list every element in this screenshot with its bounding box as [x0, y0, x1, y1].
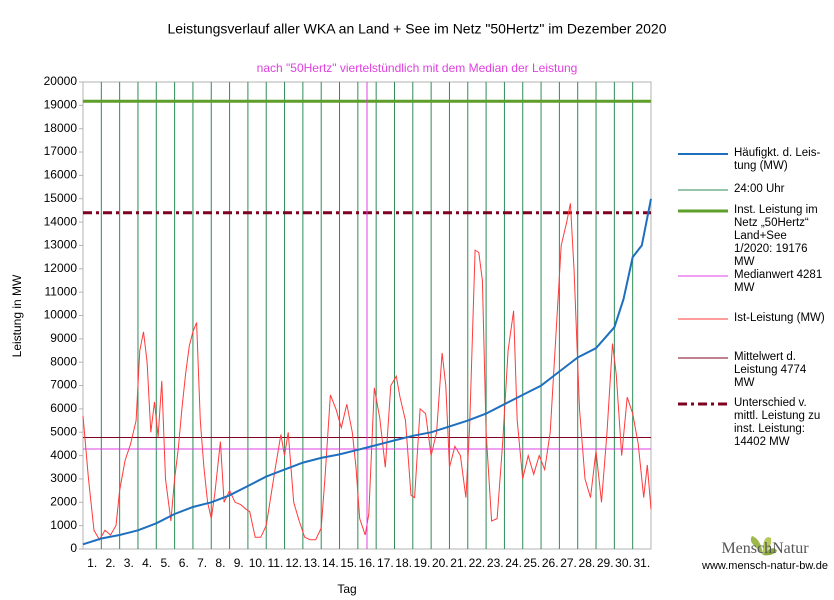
y-tick-label: 15000 [44, 191, 78, 205]
x-tick-label: 22. [469, 556, 486, 570]
legend-entry: Medianwert 4281 MW [678, 269, 828, 295]
legend-label: Häufigkt. d. Leis-tung (MW) [734, 147, 821, 172]
x-tick-label: 26. [542, 556, 559, 570]
legend-label: Ist-Leistung (MW) [734, 312, 825, 324]
legend-entry: Häufigkt. d. Leis-tung (MW) [678, 147, 828, 173]
y-tick-label: 9000 [50, 331, 77, 345]
y-tick-label: 17000 [44, 144, 78, 158]
x-tick-label: 19. [414, 556, 431, 570]
series-line [82, 198, 652, 546]
y-tick-label: 1000 [50, 518, 77, 532]
chart-title: Leistungsverlauf aller WKA an Land + See… [167, 21, 666, 37]
x-tick-label: 24. [505, 556, 522, 570]
x-tick-label: 12. [285, 556, 302, 570]
y-tick-label: 11000 [45, 284, 78, 298]
y-tick-label: 20000 [44, 74, 78, 88]
x-tick-label: 20. [432, 556, 449, 570]
y-tick-label: 18000 [44, 121, 78, 135]
y-tick-label: 3000 [50, 471, 77, 485]
legend-label: 24:00 Uhr [734, 183, 785, 195]
legend-swatch [678, 357, 728, 359]
x-tick-label: 11. [267, 556, 283, 570]
legend-label: Medianwert 4281 MW [734, 269, 823, 294]
x-tick-label: 5. [160, 556, 170, 570]
x-tick-label: 3. [124, 556, 134, 570]
chart-subtitle: nach "50Hertz" viertelstündlich mit dem … [257, 61, 578, 75]
x-tick-label: 10. [249, 556, 266, 570]
logo-text: MenschNatur [721, 540, 809, 557]
legend-entry: 24:00 Uhr [678, 183, 828, 196]
x-tick-label: 6. [179, 556, 189, 570]
y-tick-label: 12000 [44, 261, 78, 275]
logo-leaf [750, 536, 777, 556]
legend-entry: Unterschied v. mittl. Leistung zu inst. … [678, 397, 828, 449]
x-axis-label: Tag [337, 582, 356, 596]
y-tick-label: 6000 [50, 401, 77, 415]
legend-label: Unterschied v. mittl. Leistung zu inst. … [734, 397, 821, 448]
y-tick-label: 19000 [44, 98, 78, 112]
x-tick-label: 29. [597, 556, 614, 570]
logo-url: www.mensch-natur-bw.de [702, 560, 828, 572]
y-tick-label: 4000 [50, 448, 77, 462]
x-tick-label: 8. [215, 556, 225, 570]
legend-swatch [678, 189, 728, 191]
x-tick-label: 1. [87, 556, 97, 570]
legend-swatch [678, 209, 728, 213]
y-tick-label: 14000 [44, 214, 78, 228]
legend-swatch [678, 275, 728, 277]
x-tick-label: 16. [359, 556, 376, 570]
y-tick-label: 2000 [50, 494, 77, 508]
y-axis-label: Leistung in MW [10, 274, 24, 357]
y-tick-label: 7000 [50, 378, 77, 392]
legend-entry: Inst. Leistung im Netz „50Hertz“ Land+Se… [678, 204, 828, 269]
y-tick-label: 13000 [44, 238, 78, 252]
y-tick-label: 8000 [50, 354, 77, 368]
logo: MenschNatur www.mensch-natur-bw.de [700, 540, 830, 572]
x-tick-label: 17. [377, 556, 394, 570]
x-tick-label: 21. [450, 556, 467, 570]
y-tick-label: 16000 [44, 168, 78, 182]
x-tick-label: 9. [234, 556, 244, 570]
x-tick-label: 28. [579, 556, 596, 570]
x-tick-label: 31. [633, 556, 650, 570]
x-tick-label: 14. [322, 556, 339, 570]
x-tick-label: 25. [524, 556, 541, 570]
x-tick-label: 15. [340, 556, 357, 570]
y-tick-label: 10000 [44, 308, 78, 322]
legend-swatch [678, 153, 728, 155]
x-tick-label: 2. [105, 556, 115, 570]
y-tick-label: 5000 [50, 424, 77, 438]
legend-entry: Mittelwert d. Leistung 4774 MW [678, 351, 828, 390]
x-tick-label: 23. [487, 556, 504, 570]
x-tick-label: 18. [395, 556, 412, 570]
x-tick-label: 7. [197, 556, 207, 570]
legend-label: Inst. Leistung im Netz „50Hertz“ Land+Se… [734, 204, 818, 268]
legend-label: Mittelwert d. Leistung 4774 MW [734, 351, 807, 389]
x-tick-label: 13. [304, 556, 321, 570]
legend-swatch [678, 318, 728, 320]
y-tick-label: 0 [70, 541, 77, 555]
x-tick-label: 30. [615, 556, 632, 570]
x-tick-label: 27. [560, 556, 577, 570]
legend-swatch [678, 402, 728, 406]
series-line [82, 203, 652, 541]
legend-entry: Ist-Leistung (MW) [678, 312, 828, 325]
x-tick-label: 4. [142, 556, 152, 570]
